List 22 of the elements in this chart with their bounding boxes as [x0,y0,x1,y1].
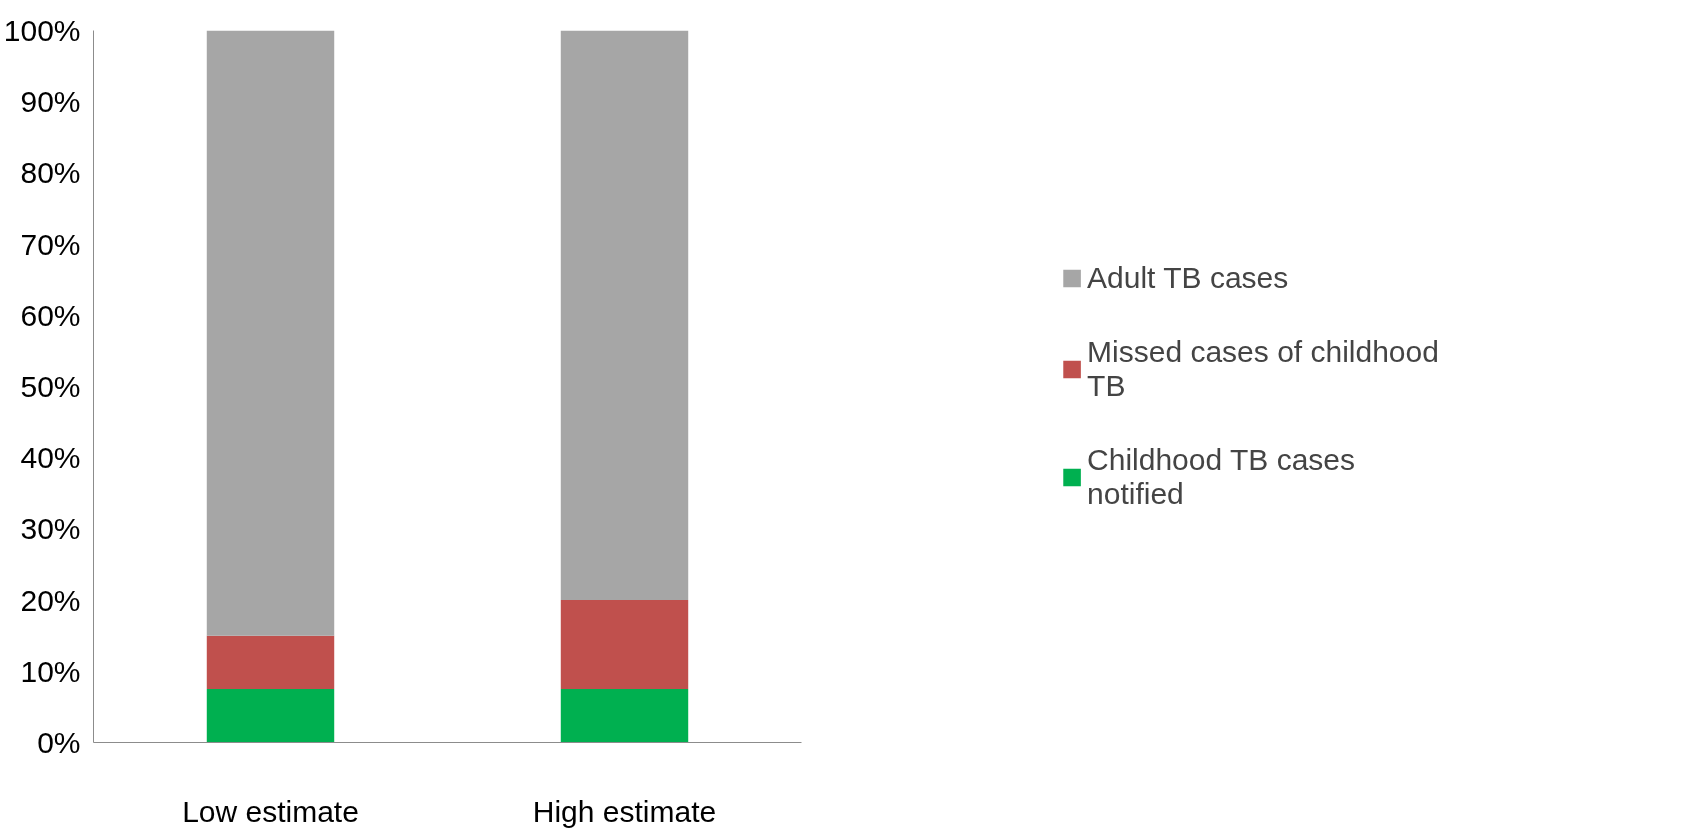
y-tick-label: 60% [20,298,81,332]
y-tick-label: 70% [20,227,81,261]
legend-label: Childhood TB cases notified [1087,443,1356,511]
y-tick-label: 30% [20,512,81,546]
y-tick-label: 90% [20,85,81,119]
y-tick-label: 50% [20,370,81,403]
y-tick-label: 10% [20,654,81,688]
y-tick-label: 40% [20,441,81,475]
y-tick-label: 20% [20,583,81,617]
bar [206,30,335,636]
x-tick-label: High estimate [532,794,717,828]
legend-label: Missed cases of childhood TB [1087,335,1439,403]
bar [206,635,335,690]
bar [560,600,689,690]
y-tick-label: 0% [37,726,81,759]
bar [206,689,335,743]
legend-label: Adult TB cases [1087,261,1289,295]
bar [560,689,689,743]
x-tick-label: Low estimate [182,794,359,828]
y-tick-label: 80% [20,156,81,190]
y-tick-label: 100% [3,14,81,47]
bar [560,30,689,601]
